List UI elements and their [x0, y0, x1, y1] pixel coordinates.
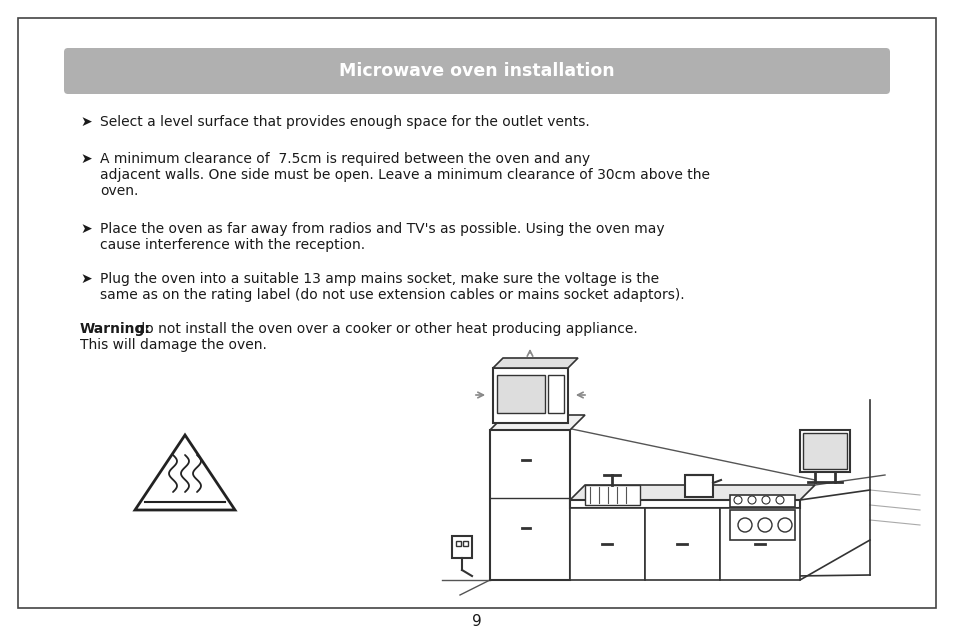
Text: ➤: ➤: [80, 115, 91, 129]
Text: ➤: ➤: [80, 272, 91, 286]
FancyBboxPatch shape: [64, 48, 889, 94]
Bar: [456, 541, 460, 546]
Text: This will damage the oven.: This will damage the oven.: [80, 338, 267, 352]
Polygon shape: [493, 358, 578, 368]
FancyBboxPatch shape: [18, 18, 935, 608]
Text: ➤: ➤: [80, 152, 91, 166]
Text: oven.: oven.: [100, 184, 138, 198]
Text: A minimum clearance of  7.5cm is required between the oven and any: A minimum clearance of 7.5cm is required…: [100, 152, 590, 166]
Bar: [569, 508, 644, 580]
Bar: [800, 430, 849, 472]
Bar: [720, 508, 800, 580]
Bar: [584, 485, 639, 505]
Bar: [493, 368, 567, 423]
Text: Plug the oven into a suitable 13 amp mains socket, make sure the voltage is the: Plug the oven into a suitable 13 amp mai…: [100, 272, 659, 286]
Bar: [684, 475, 712, 497]
Text: 9: 9: [472, 614, 481, 630]
Text: adjacent walls. One side must be open. Leave a minimum clearance of 30cm above t: adjacent walls. One side must be open. L…: [100, 168, 709, 182]
Text: Microwave oven installation: Microwave oven installation: [339, 62, 614, 80]
Bar: [452, 536, 472, 558]
Text: do not install the oven over a cooker or other heat producing appliance.: do not install the oven over a cooker or…: [132, 322, 638, 336]
Text: same as on the rating label (do not use extension cables or mains socket adaptor: same as on the rating label (do not use …: [100, 288, 684, 302]
Bar: [490, 430, 569, 580]
Polygon shape: [490, 415, 584, 430]
Text: Place the oven as far away from radios and TV's as possible. Using the oven may: Place the oven as far away from radios a…: [100, 222, 664, 236]
Bar: [644, 508, 720, 580]
Bar: [729, 495, 794, 507]
Polygon shape: [569, 485, 814, 500]
Text: Select a level surface that provides enough space for the outlet vents.: Select a level surface that provides eno…: [100, 115, 589, 129]
Bar: [569, 500, 800, 508]
Bar: [462, 541, 468, 546]
Text: cause interference with the reception.: cause interference with the reception.: [100, 238, 365, 252]
Bar: [802, 433, 846, 469]
Text: ➤: ➤: [80, 222, 91, 236]
Bar: [497, 375, 544, 413]
Polygon shape: [135, 435, 234, 510]
Bar: [547, 375, 563, 413]
Text: Warning:: Warning:: [80, 322, 151, 336]
Bar: [729, 510, 794, 540]
